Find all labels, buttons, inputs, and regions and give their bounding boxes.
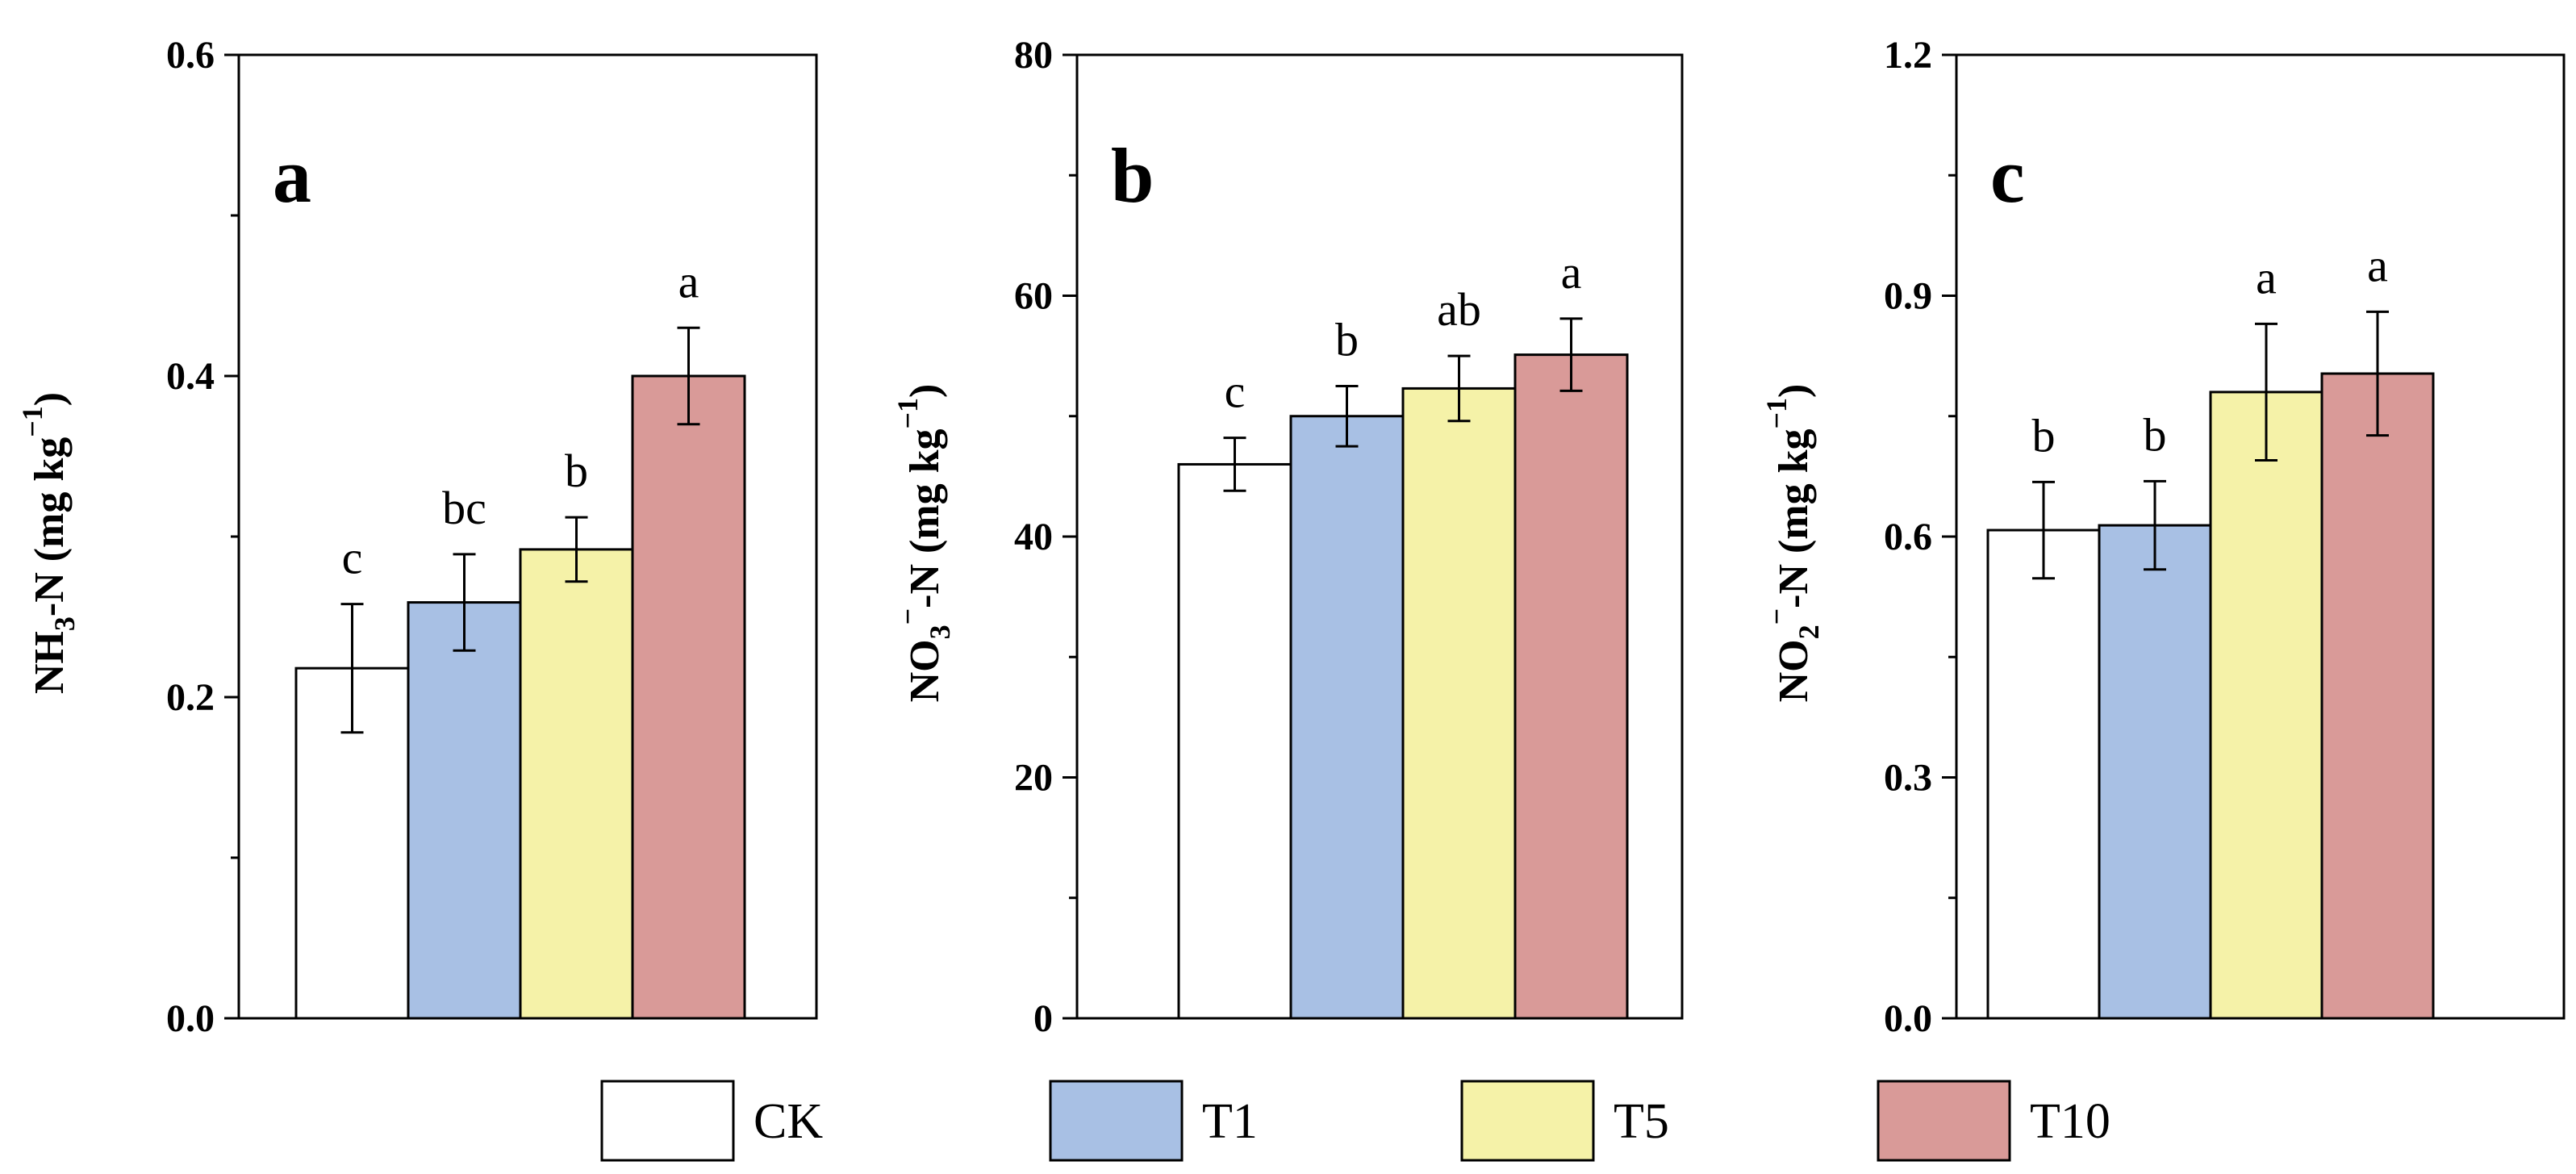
bar-ck	[1986, 529, 2101, 1020]
significance-label: c	[1225, 366, 1246, 418]
significance-label: a	[2367, 239, 2388, 291]
y-tick-label: 0.3	[1884, 757, 1932, 800]
significance-label: a	[1561, 246, 1582, 299]
y-axis-title: NH3-N (mg kg−1)	[16, 392, 81, 694]
y-tick-label: 0.0	[166, 997, 215, 1040]
significance-label: a	[2256, 251, 2277, 303]
error-bar-t10	[2366, 310, 2389, 437]
y-tick-label: 60	[1014, 275, 1053, 318]
legend: CK T1 T5 T10	[600, 1080, 2110, 1162]
significance-label: bc	[442, 482, 486, 534]
significance-label: b	[565, 445, 588, 497]
legend-label: T10	[2030, 1094, 2110, 1149]
bar-t10	[2320, 372, 2435, 1020]
y-axis-title: NO2−-N (mg kg−1)	[1760, 384, 1825, 703]
legend-swatch	[1049, 1080, 1184, 1162]
bar-t1	[407, 601, 522, 1020]
error-bar-t1	[2144, 479, 2166, 571]
significance-label: b	[2144, 408, 2167, 461]
y-tick-label: 0.6	[166, 34, 215, 77]
y-tick-label: 20	[1014, 757, 1053, 800]
legend-item-ck: CK	[600, 1080, 823, 1162]
y-tick-label: 0.0	[1884, 997, 1932, 1040]
legend-item-t1: T1	[1049, 1080, 1258, 1162]
panel-c: b b a a 0.0 0.3 0.6 0.9 1.2 c NO2−-N (mg kg−1)	[1760, 34, 2566, 1040]
error-bar-t5	[565, 516, 588, 583]
y-tick-label: 0.9	[1884, 275, 1932, 318]
legend-swatch	[600, 1080, 735, 1162]
bar-t1	[2098, 524, 2212, 1020]
legend-swatch	[1877, 1080, 2011, 1162]
error-bar-ck	[340, 603, 364, 734]
error-bar-ck	[1223, 437, 1246, 492]
bar-ck	[1177, 462, 1292, 1020]
significance-label: ab	[1437, 283, 1481, 336]
y-tick-label: 80	[1014, 34, 1053, 77]
panel-a: c bc b a 0.0 0.2 0.4 0.6 a NH3-N (mg kg−1)	[16, 34, 818, 1040]
legend-label: CK	[754, 1094, 823, 1149]
error-bar-t1	[453, 553, 476, 652]
y-tick-label: 0.6	[1884, 516, 1932, 558]
bar-t10	[631, 374, 746, 1020]
y-tick-label: 1.2	[1884, 34, 1932, 77]
error-bar-t5	[1447, 354, 1471, 423]
error-bar-t5	[2255, 322, 2277, 462]
bar-t1	[1289, 415, 1405, 1020]
panel-label: a	[273, 132, 311, 219]
y-tick-label: 0.2	[166, 676, 215, 719]
significance-label: b	[1335, 313, 1359, 366]
panel-label: c	[1990, 132, 2025, 219]
bar-t5	[1401, 386, 1517, 1020]
legend-label: T5	[1614, 1094, 1669, 1149]
legend-label: T1	[1202, 1094, 1258, 1149]
significance-label: b	[2032, 409, 2056, 462]
bar-t5	[2209, 391, 2323, 1020]
y-tick-label: 40	[1014, 516, 1053, 558]
error-bar-t1	[1335, 384, 1359, 448]
bar-t5	[519, 548, 634, 1020]
error-bar-ck	[2032, 480, 2055, 580]
bar-t10	[1513, 353, 1629, 1020]
error-bar-t10	[677, 326, 700, 426]
y-tick-label: 0.4	[166, 355, 215, 398]
legend-swatch	[1460, 1080, 1595, 1162]
panel-b: c b ab a 0 20 40 60 80 b NO3−-N (mg kg−1)	[891, 34, 1684, 1040]
legend-item-t10: T10	[1877, 1080, 2110, 1162]
significance-label: a	[678, 255, 699, 307]
significance-label: c	[342, 532, 363, 584]
y-tick-label: 0	[1033, 997, 1053, 1040]
error-bar-t10	[1559, 317, 1583, 392]
y-axis-title: NO3−-N (mg kg−1)	[891, 384, 956, 703]
legend-item-t5: T5	[1460, 1080, 1669, 1162]
panel-label: b	[1111, 132, 1154, 219]
